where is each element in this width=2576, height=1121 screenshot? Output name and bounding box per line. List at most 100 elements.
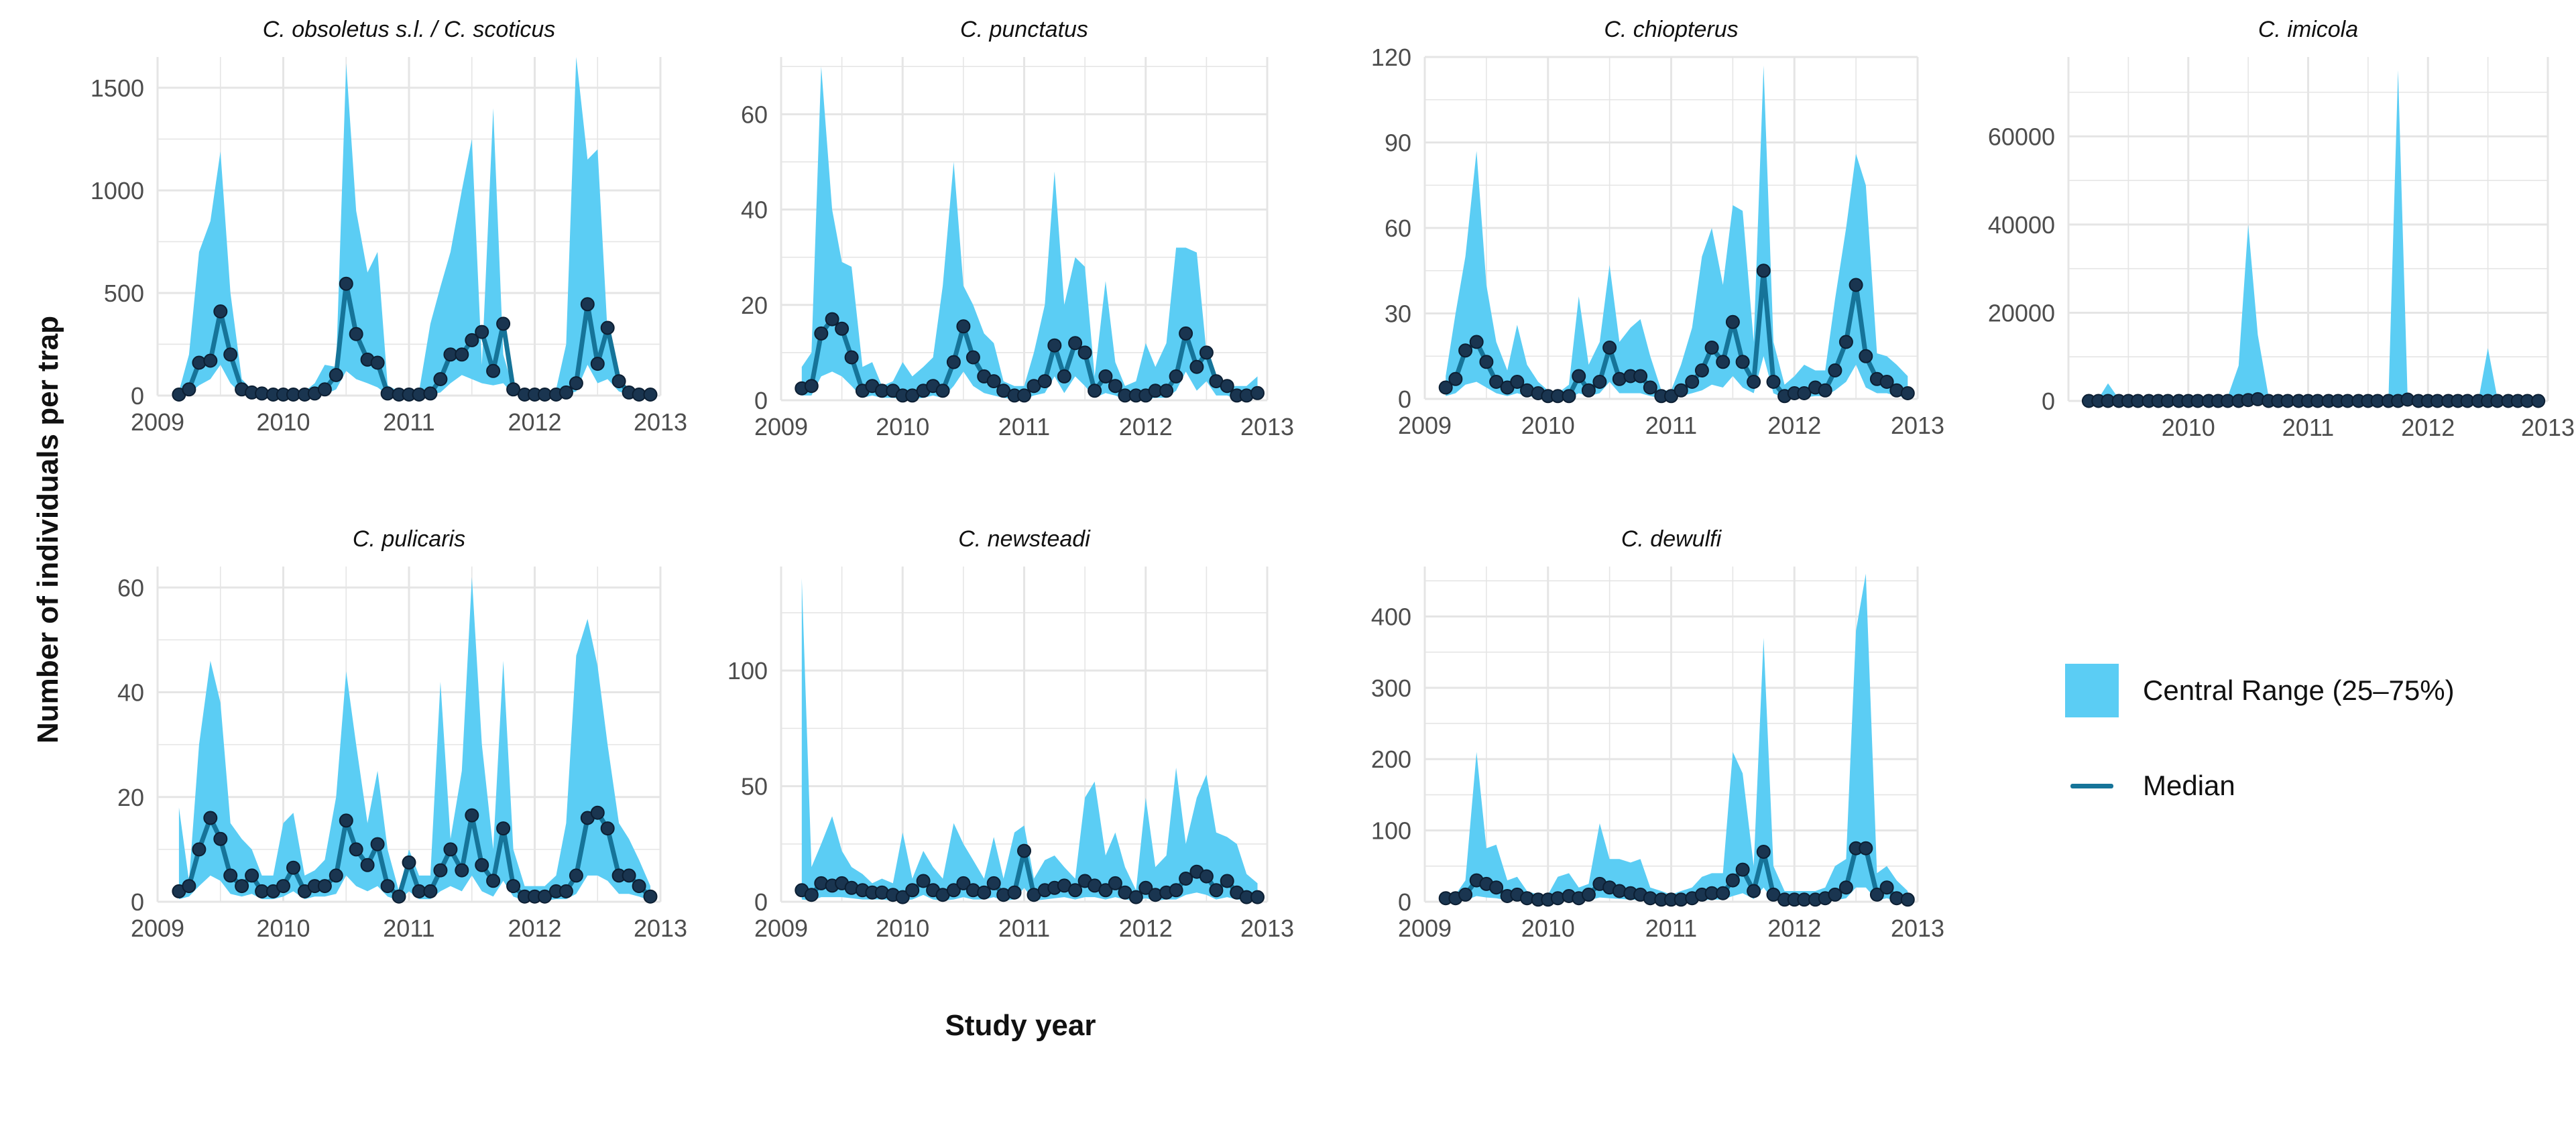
legend-label-median: Median (2143, 770, 2235, 801)
panel-title: C. newsteadi (958, 526, 1091, 552)
median-point (213, 831, 228, 846)
panel-2: 0 20 40 60 2009 2010 2011 2012 2013 C. punctatus (741, 17, 1294, 440)
median-point (1633, 369, 1648, 384)
median-point (1725, 314, 1740, 329)
legend: Central Range (25–75%) Median (2065, 664, 2455, 813)
panel-title: C. pulicaris (353, 526, 465, 552)
x-tick-label: 2010 (1521, 412, 1575, 439)
median-point (465, 333, 479, 347)
median-point (1469, 335, 1484, 349)
median-point (317, 382, 332, 397)
median-point (905, 883, 920, 898)
median-point (643, 388, 658, 402)
x-tick-label: 2009 (754, 413, 808, 440)
x-tick-label: 2009 (1398, 412, 1452, 439)
median-point (1879, 880, 1894, 895)
median-point (946, 883, 961, 898)
y-tick-label: 0 (754, 387, 768, 414)
median-point (1859, 841, 1873, 856)
x-tick-label: 2013 (1240, 914, 1294, 942)
median-point (370, 837, 385, 851)
median-point (590, 357, 605, 371)
median-point (965, 350, 980, 365)
panel-7: 0 100 200 300 400 2009 2010 2011 2012 2013 C. dewu… (1371, 526, 1944, 942)
y-tick-label: 200 (1371, 746, 1411, 773)
median-point (956, 319, 971, 334)
median-point (835, 321, 850, 336)
x-tick-label: 2011 (998, 413, 1050, 440)
median-point (1766, 375, 1781, 389)
median-point (1088, 384, 1102, 398)
y-tick-label: 60 (117, 574, 144, 601)
y-tick-label: 0 (131, 888, 144, 916)
median-point (1017, 388, 1031, 403)
y-tick-label: 0 (2042, 388, 2055, 415)
median-point (370, 355, 385, 370)
x-tick-label: 2012 (2401, 414, 2455, 441)
median-point (1438, 380, 1453, 395)
legend-key-median (2065, 759, 2119, 813)
median-point (1756, 263, 1771, 278)
median-point (1458, 343, 1473, 358)
y-tick-label: 50 (741, 773, 768, 801)
y-tick-label: 90 (1385, 129, 1411, 157)
y-tick-label: 30 (1385, 300, 1411, 328)
median-point (1220, 379, 1234, 394)
y-tick-label: 100 (1371, 817, 1411, 845)
median-point (1900, 386, 1915, 400)
panel-6: 0 50 100 2009 2010 2011 2012 2013 C. newsteadi (727, 526, 1294, 942)
median-point (1007, 885, 1022, 900)
median-point (1489, 375, 1504, 389)
central-range-band (1446, 573, 1908, 902)
median-point (1189, 359, 1204, 374)
median-point (1057, 369, 1071, 384)
median-point (935, 384, 950, 398)
panel-5: 0 20 40 60 2009 2010 2011 2012 2013 C. pulicaris (117, 526, 687, 942)
median-point (986, 374, 1001, 389)
global-x-axis-label: Study year (945, 1009, 1096, 1042)
median-point (804, 888, 819, 902)
median-point (1685, 375, 1700, 389)
median-point (569, 376, 583, 391)
median-point (192, 355, 207, 370)
median-point (223, 868, 238, 883)
x-tick-label: 2012 (508, 408, 561, 436)
x-tick-label: 2011 (1645, 412, 1697, 439)
median-point (455, 863, 469, 878)
x-tick-label: 2013 (1891, 412, 1944, 439)
median-point (1859, 349, 1873, 363)
median-point (339, 813, 353, 828)
median-point (643, 889, 658, 904)
x-tick-label: 2011 (2282, 414, 2334, 441)
x-tick-label: 2011 (1645, 914, 1697, 942)
median-point (611, 374, 626, 389)
median-point (1068, 883, 1083, 898)
median-point (1572, 369, 1586, 384)
median-point (475, 858, 489, 872)
median-point (622, 868, 636, 883)
x-tick-label: 2010 (876, 914, 929, 942)
median-point (1828, 887, 1842, 902)
median-point (380, 879, 395, 894)
median-point (349, 327, 363, 341)
x-tick-label: 2011 (998, 914, 1050, 942)
median-point (455, 347, 469, 362)
median-point (916, 874, 931, 888)
median-point (1797, 386, 1812, 400)
median-point (1098, 883, 1113, 898)
median-point (559, 385, 573, 400)
median-point (329, 367, 343, 382)
median-point (182, 879, 196, 894)
median-point (1643, 380, 1657, 395)
median-point (1747, 884, 1761, 898)
y-tick-label: 500 (104, 280, 144, 307)
median-point (223, 347, 238, 362)
median-point (1747, 375, 1761, 389)
median-point (632, 879, 646, 894)
panel-3: 0 30 60 90 120 2009 2010 2011 2012 2013 C. chiopte… (1371, 17, 1944, 439)
median-point (317, 879, 332, 894)
median-point (443, 842, 458, 857)
median-point (496, 316, 511, 331)
global-y-axis-label: Number of individuals per trap (32, 315, 64, 744)
